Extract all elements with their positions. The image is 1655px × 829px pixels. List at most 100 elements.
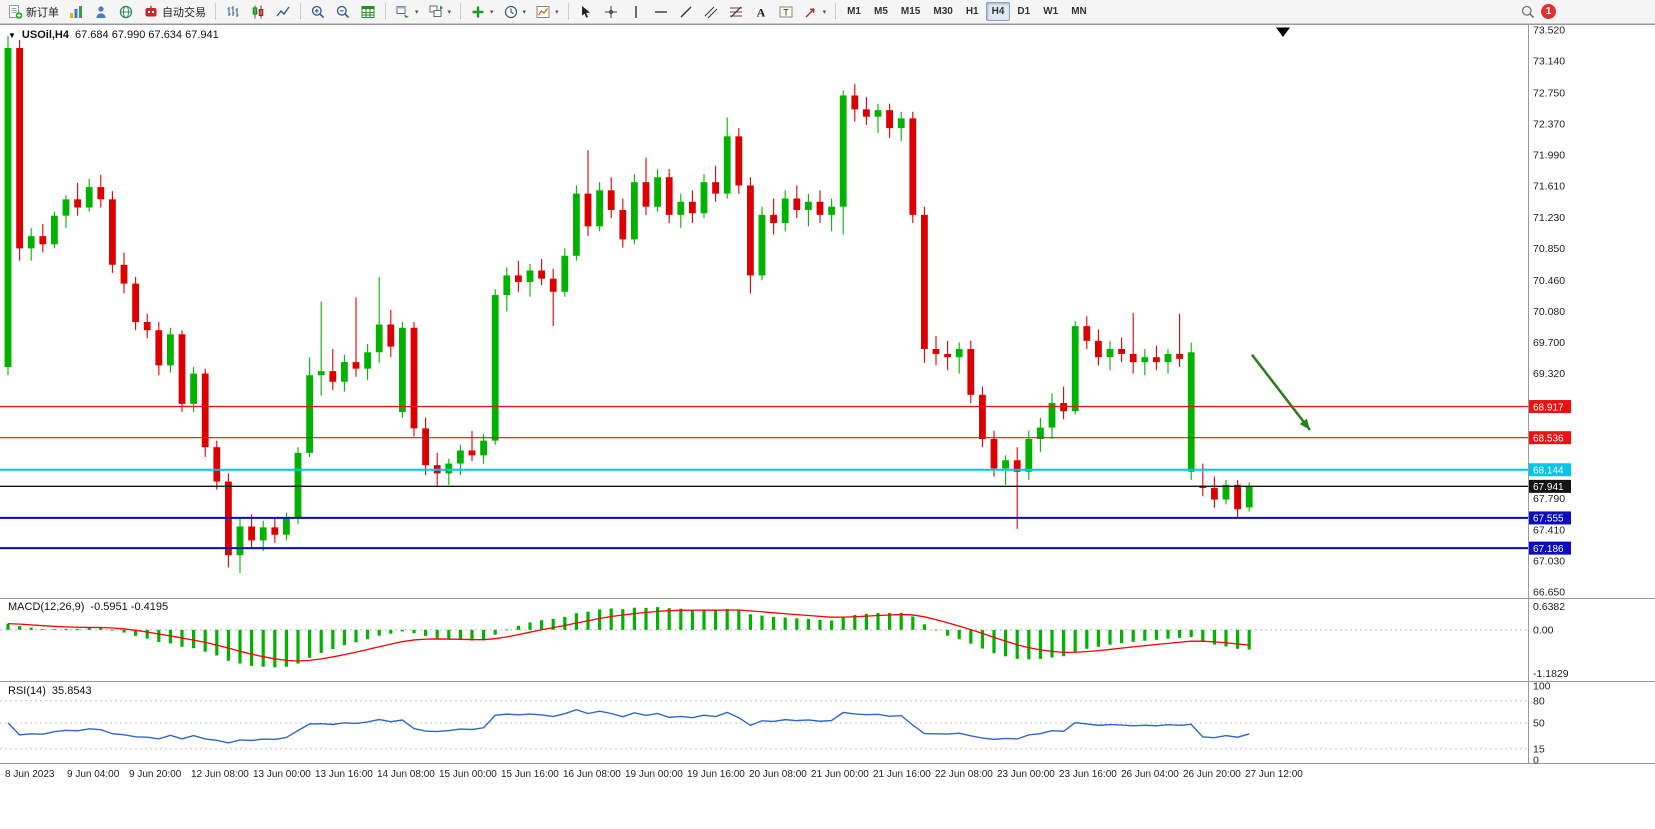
arrows-tool-button[interactable]: ▾: [799, 2, 831, 22]
new-order-icon: [9, 4, 23, 19]
navigator-button[interactable]: [89, 2, 113, 22]
svg-text:16 Jun 08:00: 16 Jun 08:00: [563, 769, 621, 780]
macd-pane: 0.6382 0.00 -1.1829: [0, 601, 1569, 680]
notification-badge[interactable]: 1: [1541, 4, 1556, 19]
zoom-in-button[interactable]: [306, 2, 330, 22]
toolbar-separator: [460, 3, 462, 20]
market-watch-icon: [70, 5, 82, 18]
timeframe-D1[interactable]: D1: [1011, 2, 1036, 21]
globe-icon: [119, 5, 133, 18]
svg-text:68.144: 68.144: [1533, 466, 1564, 477]
svg-text:67.410: 67.410: [1533, 524, 1565, 536]
svg-text:27 Jun 12:00: 27 Jun 12:00: [1245, 769, 1303, 780]
svg-text:15 Jun 00:00: 15 Jun 00:00: [439, 769, 497, 780]
svg-text:12 Jun 08:00: 12 Jun 08:00: [191, 769, 249, 780]
toolbar-separator: [567, 3, 569, 20]
rsi-pane: 100 80 50 150: [0, 681, 1551, 767]
tile-windows-button[interactable]: ▾: [391, 2, 423, 22]
channel-tool-button[interactable]: [699, 2, 723, 22]
svg-text:72.370: 72.370: [1533, 119, 1565, 131]
cursor-icon: [581, 5, 590, 18]
dropdown-arrow-icon: ▾: [555, 8, 559, 16]
svg-text:T: T: [783, 7, 789, 17]
macd-signal-line: [7, 609, 1250, 662]
bar-chart-button[interactable]: [221, 2, 245, 22]
svg-text:9 Jun 04:00: 9 Jun 04:00: [67, 769, 120, 780]
time-axis[interactable]: 8 Jun 2023 9 Jun 04:00 9 Jun 20:00 12 Jun 0…: [5, 769, 1303, 780]
new-order-label: 新订单: [26, 6, 59, 19]
price-axis[interactable]: 73.520 73.140 72.750 72.370 71.990 71.610 71.2…: [1533, 25, 1565, 599]
add-indicator-button[interactable]: ▾: [466, 2, 498, 22]
timeframe-M1[interactable]: M1: [841, 2, 867, 21]
svg-text:66.650: 66.650: [1533, 586, 1565, 598]
svg-text:67.941: 67.941: [1533, 482, 1564, 493]
cascade-windows-icon: [429, 5, 443, 17]
dropdown-arrow-icon: ▾: [447, 8, 452, 16]
text-label-tool-button[interactable]: T: [774, 2, 798, 22]
timeframe-M5[interactable]: M5: [868, 2, 894, 21]
zoom-out-button[interactable]: [331, 2, 355, 22]
vertical-line-tool-button[interactable]: [624, 2, 648, 22]
timeframe-M15[interactable]: M15: [895, 2, 926, 21]
svg-text:73.520: 73.520: [1533, 25, 1565, 37]
svg-text:71.610: 71.610: [1533, 181, 1565, 193]
new-order-button[interactable]: 新订单: [3, 2, 63, 22]
search-button[interactable]: [1516, 2, 1540, 22]
cascade-windows-button[interactable]: ▾: [424, 2, 456, 22]
autotrading-button[interactable]: 自动交易: [139, 2, 210, 22]
tile-windows-icon: [396, 5, 409, 18]
timeframe-group: M1 M5 M15 M30 H1 H4 D1 W1 MN: [841, 2, 1093, 21]
fibonacci-icon: [729, 6, 742, 17]
text-tool-button[interactable]: A: [749, 2, 773, 22]
candlestick-chart-button[interactable]: [246, 2, 270, 22]
timeframe-H1[interactable]: H1: [960, 2, 985, 21]
macd-values: -0.5951 -0.4195: [90, 601, 169, 613]
trendline-icon: [680, 6, 692, 17]
template-button[interactable]: ▾: [531, 2, 563, 22]
terminal-button[interactable]: [114, 2, 138, 22]
svg-text:21 Jun 00:00: 21 Jun 00:00: [811, 769, 869, 780]
grid-button[interactable]: [356, 2, 380, 22]
timeframe-W1[interactable]: W1: [1037, 2, 1064, 21]
window-menu-icon[interactable]: ▼: [8, 30, 16, 40]
market-watch-button[interactable]: [64, 2, 88, 22]
line-chart-button[interactable]: [271, 2, 295, 22]
toolbar-separator: [835, 3, 837, 20]
trendline-tool-button[interactable]: [674, 2, 698, 22]
fibonacci-tool-button[interactable]: [724, 2, 748, 22]
ohlc-values: 67.684 67.990 67.634 67.941: [75, 29, 219, 41]
svg-text:0.00: 0.00: [1533, 624, 1554, 636]
price-level-lines[interactable]: 68.917 68.536 68.144 67.941 67.555 67.186: [0, 400, 1571, 555]
dropdown-arrow-icon: ▾: [415, 8, 419, 16]
chart-shift-marker-icon[interactable]: [1276, 27, 1290, 38]
svg-text:23 Jun 00:00: 23 Jun 00:00: [997, 769, 1055, 780]
svg-text:13 Jun 00:00: 13 Jun 00:00: [253, 769, 311, 780]
cursor-tool-button[interactable]: [574, 2, 598, 22]
svg-text:70.850: 70.850: [1533, 243, 1565, 255]
timeframe-M30[interactable]: M30: [927, 2, 958, 21]
add-indicator-icon: [472, 6, 484, 17]
navigator-icon: [96, 5, 106, 18]
svg-text:100: 100: [1533, 681, 1551, 693]
period-selector-button[interactable]: ▾: [499, 2, 531, 22]
symbol-period-label: USOil,H4: [21, 29, 69, 41]
svg-text:68.917: 68.917: [1533, 402, 1564, 413]
pane-separators[interactable]: [0, 24, 1655, 764]
timeframe-H4[interactable]: H4: [985, 2, 1011, 21]
trend-arrow-annotation[interactable]: [1250, 353, 1312, 431]
horizontal-line-tool-button[interactable]: [649, 2, 673, 22]
svg-text:8 Jun 2023: 8 Jun 2023: [5, 769, 55, 780]
chart-title: ▼ USOil,H4 67.684 67.990 67.634 67.941: [8, 29, 219, 41]
rsi-value: 35.8543: [51, 685, 92, 697]
svg-text:69.320: 69.320: [1533, 368, 1565, 380]
svg-text:26 Jun 04:00: 26 Jun 04:00: [1121, 769, 1179, 780]
svg-text:20 Jun 08:00: 20 Jun 08:00: [749, 769, 807, 780]
rsi-pane-label: RSI(14) 35.8543: [8, 685, 92, 697]
svg-text:14 Jun 08:00: 14 Jun 08:00: [377, 769, 435, 780]
crosshair-tool-button[interactable]: [599, 2, 623, 22]
price-badge-67.186: [1529, 541, 1571, 555]
svg-text:71.230: 71.230: [1533, 212, 1565, 224]
timeframe-MN[interactable]: MN: [1065, 2, 1093, 21]
